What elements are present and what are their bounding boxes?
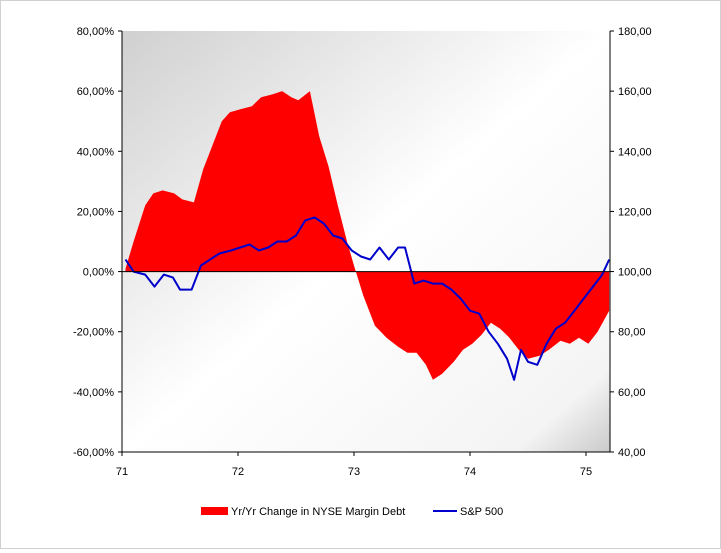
legend-swatch-margin-debt: [201, 507, 228, 515]
y-left-tick-label: 60,00%: [77, 86, 115, 98]
y-right-tick-label: 180,00: [618, 26, 652, 38]
x-tick-label: 72: [232, 466, 244, 478]
x-tick-label: 73: [348, 466, 360, 478]
y-right-tick-label: 60,00: [618, 387, 646, 399]
series-margin-debt-area: [125, 91, 610, 380]
y-right-tick-label: 40,00: [618, 447, 646, 459]
y-left-tick-label: -20,00%: [73, 327, 114, 339]
y-left-tick-label: 0,00%: [83, 267, 114, 279]
legend-label-margin-debt: Yr/Yr Change in NYSE Margin Debt: [231, 506, 405, 518]
x-tick-label: 75: [580, 466, 592, 478]
y-left-tick-label: 80,00%: [77, 26, 115, 38]
y-right-tick-label: 140,00: [618, 146, 652, 158]
x-tick-label: 71: [116, 466, 128, 478]
legend-label-sp500: S&P 500: [460, 506, 503, 518]
series-sp500-line: [124, 216, 611, 381]
x-tick-label: 74: [464, 466, 476, 478]
y-right-tick-label: 160,00: [618, 86, 652, 98]
y-left-tick-label: -60,00%: [73, 447, 114, 459]
y-right-tick-label: 100,00: [618, 267, 652, 279]
y-left-tick-label: 40,00%: [77, 146, 115, 158]
y-left-tick-label: -40,00%: [73, 387, 114, 399]
y-right-tick-label: 80,00: [618, 327, 646, 339]
y-right-tick-label: 120,00: [618, 206, 652, 218]
y-left-tick-label: 20,00%: [77, 206, 115, 218]
